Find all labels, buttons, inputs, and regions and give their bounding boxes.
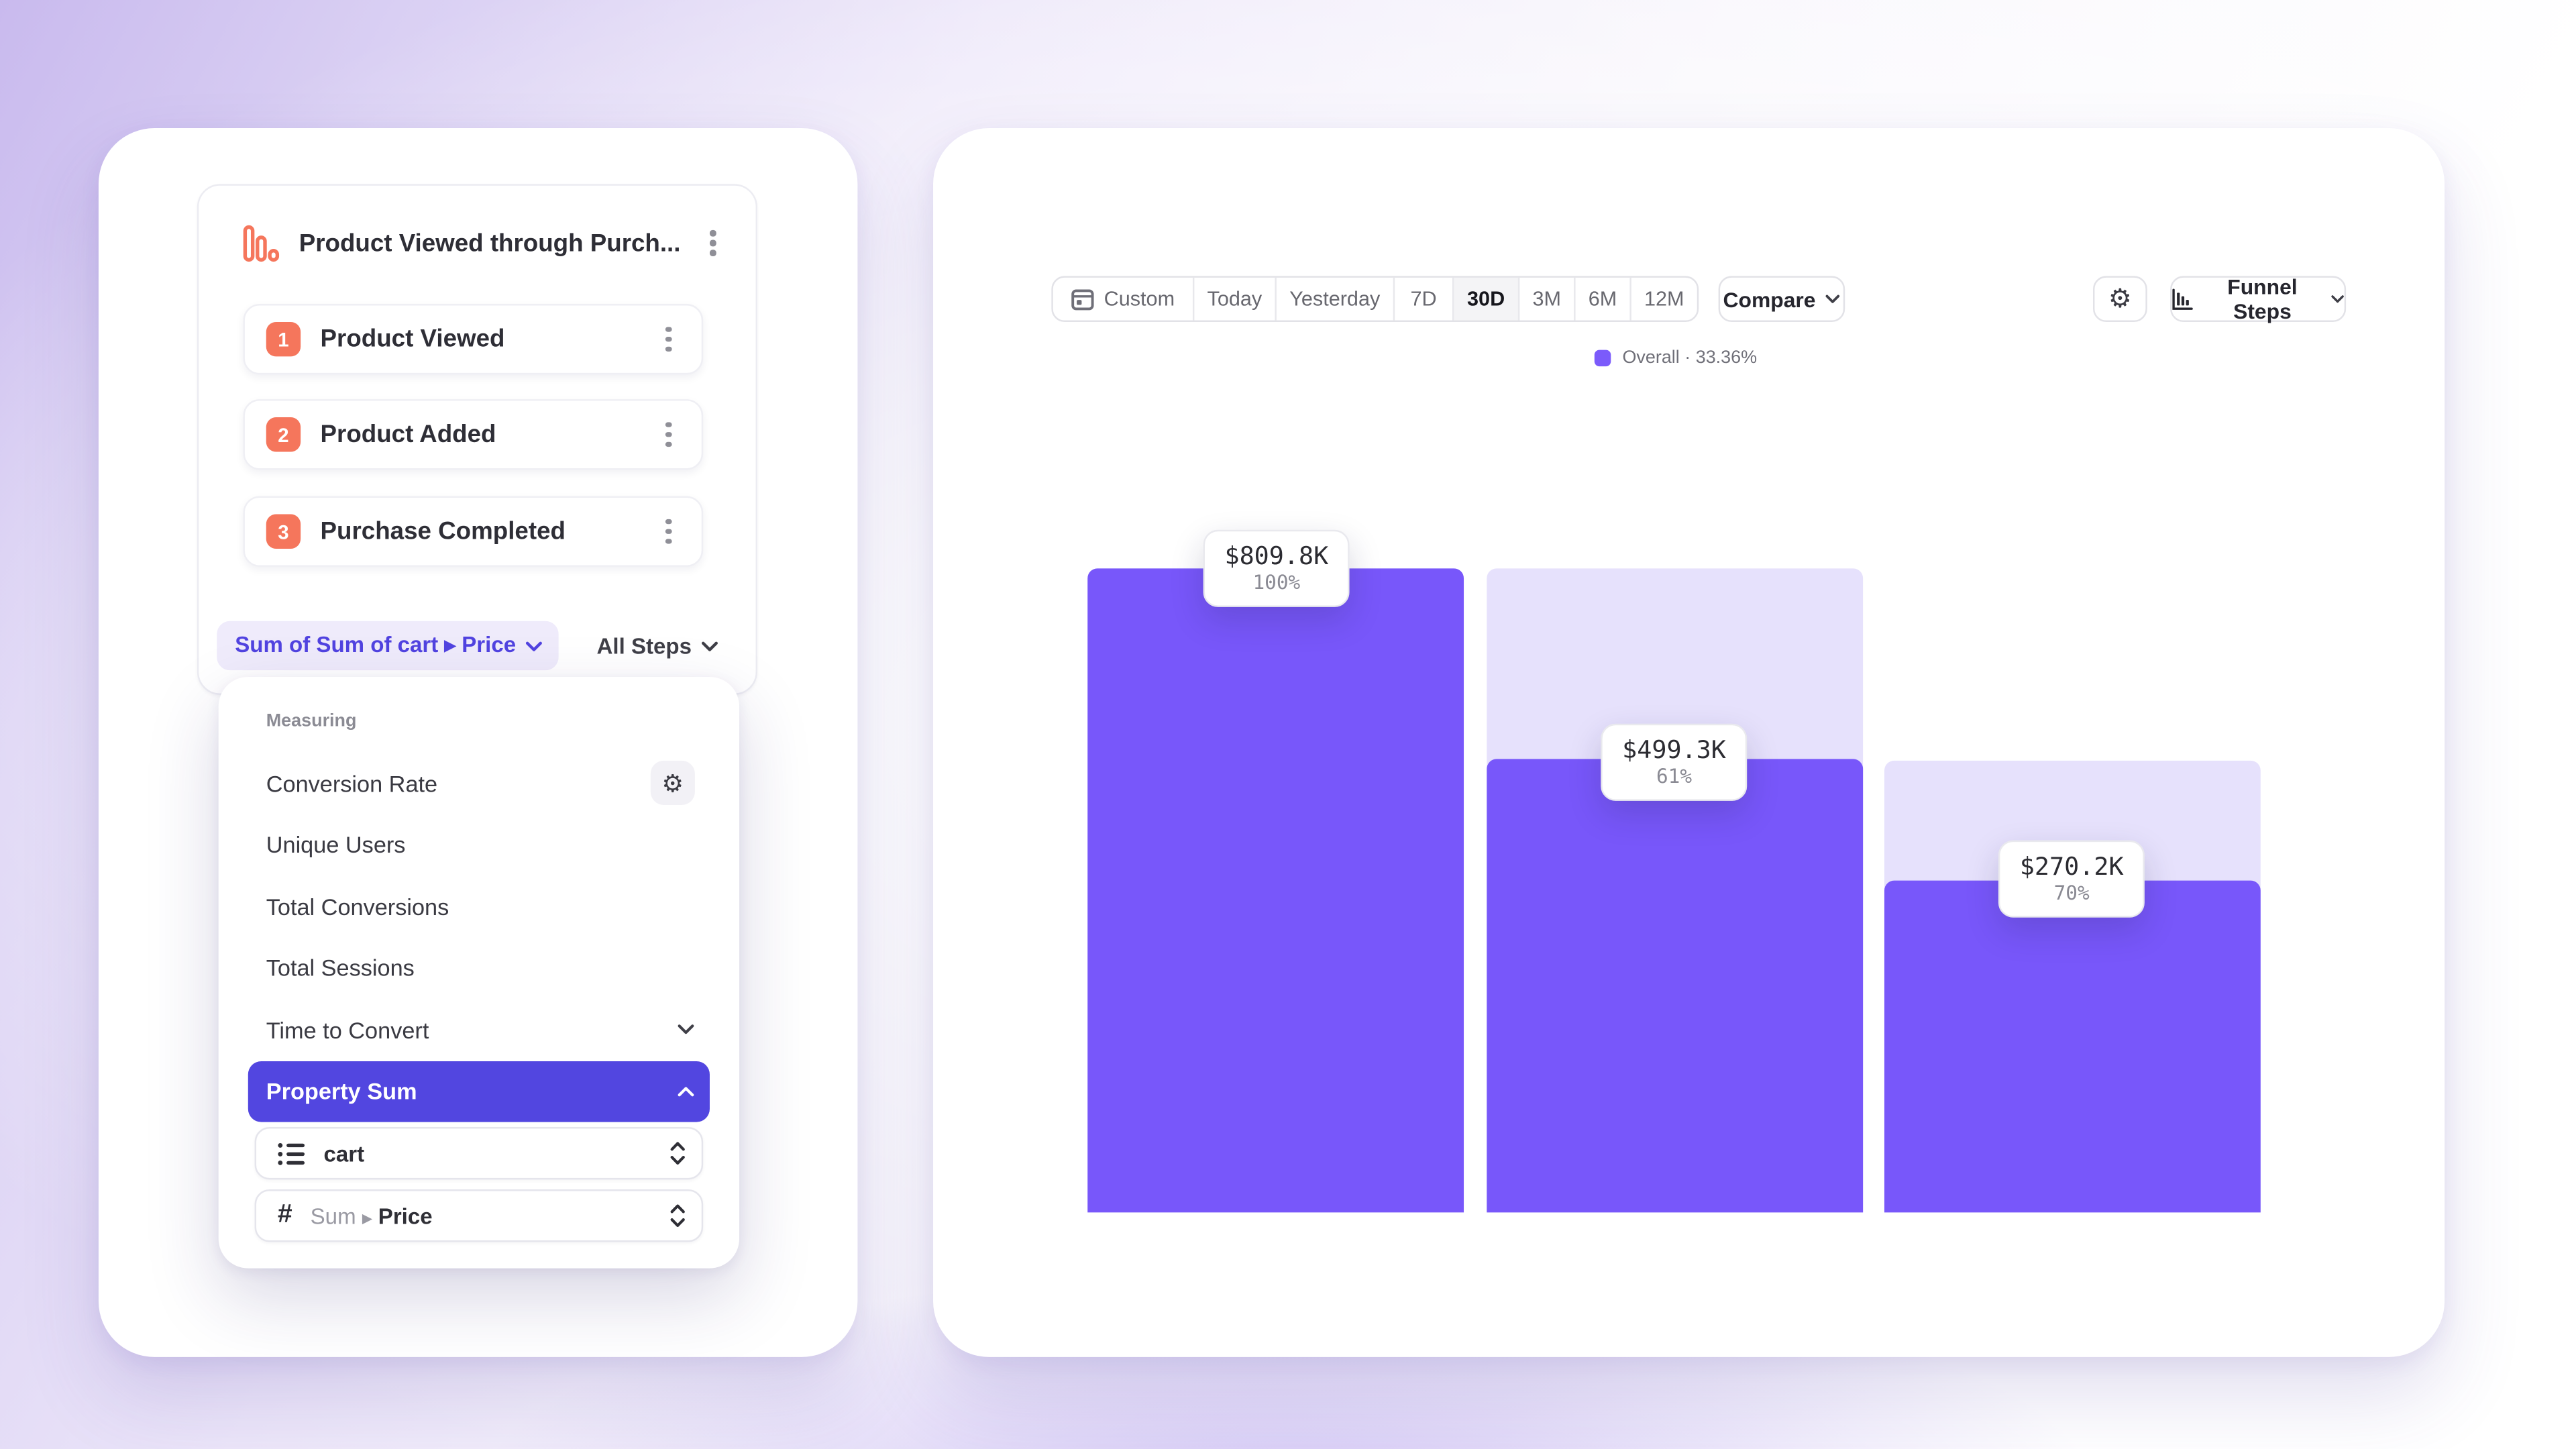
step-label: Purchase Completed	[320, 517, 566, 546]
funnel-step-2[interactable]: 2 Product Added	[243, 399, 704, 470]
date-range-today[interactable]: Today	[1194, 277, 1277, 321]
bar-converted-value	[1884, 880, 2261, 1213]
step-kebab-menu-icon[interactable]	[652, 512, 685, 551]
menu-item-conversion-rate[interactable]: Conversion Rate ⚙	[248, 753, 710, 814]
measurement-row: Sum of Sum of cart ▸ Price All Steps	[217, 621, 737, 671]
chevron-down-icon	[526, 641, 543, 651]
updown-chevrons-icon	[670, 1204, 685, 1228]
calendar-icon	[1071, 288, 1094, 311]
menu-item-total-conversions[interactable]: Total Conversions	[266, 893, 449, 920]
steps-scope-label: All Steps	[596, 633, 692, 658]
measurement-dropdown-trigger[interactable]: Sum of Sum of cart ▸ Price	[217, 621, 559, 671]
step-label: Product Added	[320, 420, 496, 449]
menu-section-label: Measuring	[266, 711, 357, 731]
gear-icon[interactable]: ⚙	[650, 761, 695, 806]
funnel-bar-step-2[interactable]	[1487, 568, 1864, 1213]
chevron-down-icon	[701, 641, 718, 651]
property-select-value: cart	[323, 1140, 365, 1166]
step-kebab-menu-icon[interactable]	[652, 415, 685, 454]
measurement-label: Sum of Sum of cart ▸ Price	[235, 632, 517, 657]
menu-item-time-to-convert[interactable]: Time to Convert	[248, 999, 710, 1061]
menu-item-total-sessions[interactable]: Total Sessions	[266, 955, 415, 981]
funnel-bar-step-3[interactable]	[1884, 568, 2261, 1213]
query-builder-card: Product Viewed through Purch... 1 Produc…	[197, 184, 757, 695]
funnel-chart: $809.8K 100% $499.3K 61% $270.2K 70%	[933, 128, 2445, 1357]
chevron-down-icon	[2331, 295, 2345, 303]
updown-chevrons-icon	[670, 1142, 685, 1165]
chart-type-button[interactable]: Funnel Steps	[2170, 274, 2347, 323]
date-range-custom[interactable]: Custom	[1053, 277, 1195, 321]
chart-settings-button[interactable]: ⚙	[2093, 276, 2147, 323]
date-range-30d[interactable]: 30D	[1454, 277, 1520, 321]
chart-panel: Custom Today Yesterday 7D 30D 3M 6M 12M …	[933, 128, 2445, 1357]
chevron-up-icon	[678, 1086, 694, 1096]
bar-converted-value	[1087, 568, 1464, 1213]
step-number-badge: 2	[266, 417, 301, 452]
property-select[interactable]: cart	[254, 1127, 704, 1180]
date-range-yesterday[interactable]: Yesterday	[1277, 277, 1395, 321]
report-kebab-menu-icon[interactable]	[696, 223, 729, 263]
legend-label: Overall · 33.36%	[1622, 348, 1758, 368]
steps-scope-dropdown[interactable]: All Steps	[597, 633, 718, 658]
measuring-menu: Measuring Conversion Rate ⚙ Unique Users…	[218, 676, 740, 1269]
date-range-7d[interactable]: 7D	[1395, 277, 1454, 321]
funnel-chart-icon	[243, 224, 280, 261]
funnel-step-1[interactable]: 1 Product Viewed	[243, 304, 704, 375]
funnel-step-3[interactable]: 3 Purchase Completed	[243, 496, 704, 567]
bar-converted-value	[1487, 759, 1864, 1213]
aggregation-select-value: Sum ▸ Price	[310, 1203, 433, 1228]
date-range-12m[interactable]: 12M	[1644, 287, 1684, 311]
legend-item-overall[interactable]: Overall · 33.36%	[1594, 348, 1758, 368]
hash-icon: #	[277, 1201, 292, 1229]
funnel-bar-step-1[interactable]	[1087, 568, 1464, 1213]
step-label: Product Viewed	[320, 325, 505, 354]
compare-button[interactable]: Compare	[1718, 276, 1845, 323]
step-kebab-menu-icon[interactable]	[652, 319, 685, 359]
step-number-badge: 3	[266, 514, 301, 549]
gear-icon: ⚙	[2108, 286, 2132, 314]
query-builder-header: Product Viewed through Purch...	[199, 186, 755, 301]
chevron-down-icon	[678, 1024, 694, 1034]
date-range-6m[interactable]: 6M	[1576, 277, 1631, 321]
funnel-builder-panel: Product Viewed through Purch... 1 Produc…	[98, 128, 858, 1357]
date-range-3m[interactable]: 3M	[1519, 277, 1576, 321]
menu-item-unique-users[interactable]: Unique Users	[266, 831, 406, 858]
menu-item-property-sum[interactable]: Property Sum	[248, 1060, 710, 1122]
aggregation-select[interactable]: # Sum ▸ Price	[254, 1189, 704, 1242]
step-number-badge: 1	[266, 322, 301, 357]
list-icon	[278, 1142, 305, 1165]
date-range-segmented-control: Custom Today Yesterday 7D 30D 3M 6M 12M	[1051, 276, 1699, 323]
chevron-down-icon	[1825, 294, 1840, 303]
legend-swatch	[1594, 350, 1611, 367]
bar-chart-icon	[2172, 288, 2193, 309]
report-title: Product Viewed through Purch...	[299, 229, 681, 258]
